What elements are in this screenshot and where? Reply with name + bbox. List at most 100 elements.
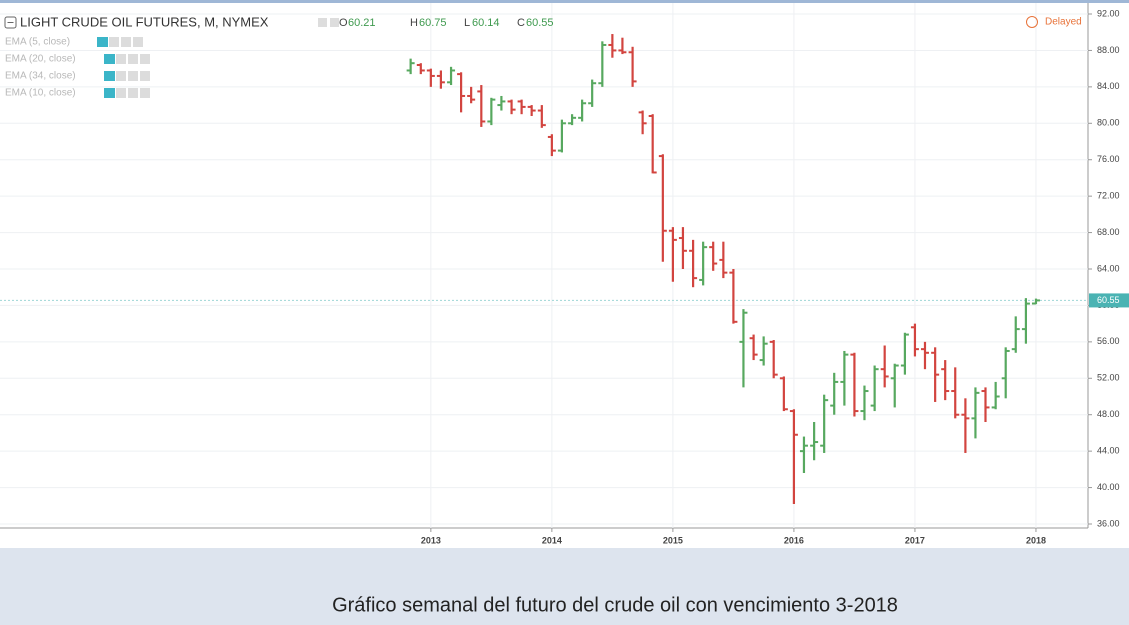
y-tick-label: 44.00	[1097, 446, 1120, 456]
ohlc-bar	[578, 99, 587, 122]
icon[interactable]	[318, 18, 327, 27]
ohlc-bar	[608, 34, 617, 58]
indicator: EMA (5, close)	[5, 37, 70, 48]
y-tick-label: 68.00	[1097, 227, 1120, 237]
ohlc-bar	[1011, 316, 1020, 353]
ohlc-bar	[416, 63, 425, 75]
ohlc-bar	[890, 363, 899, 408]
ohlc-value: 60.21	[348, 17, 376, 29]
eye-icon[interactable]	[104, 54, 115, 64]
ohlc-bar	[547, 134, 556, 157]
ohlc-bar	[910, 323, 919, 357]
ohlc-bar	[517, 99, 526, 115]
ohlc-bar	[850, 352, 859, 417]
y-tick-label: 88.00	[1097, 45, 1120, 55]
ohlc-value: 60.75	[419, 17, 447, 29]
ohlc-bar	[537, 105, 546, 128]
ohlc-bar	[830, 372, 839, 415]
y-tick-label: 80.00	[1097, 118, 1120, 128]
ohlc-bar	[588, 79, 597, 107]
delayed: Delayed	[1045, 17, 1082, 28]
eye-icon[interactable]	[104, 71, 115, 81]
icon[interactable]	[140, 88, 150, 98]
ohlc-bar	[447, 66, 456, 86]
ohlc-bar	[870, 365, 879, 412]
ohlc-bar	[820, 394, 829, 453]
last-price-box	[1089, 293, 1129, 308]
icon[interactable]	[116, 71, 126, 81]
symbol: LIGHT CRUDE OIL FUTURES, M, NYMEX	[20, 14, 269, 29]
ohlc-bar	[961, 398, 970, 453]
ohlc-bar	[568, 114, 577, 126]
ohlc-label: L	[464, 17, 470, 29]
ohlc-value: 60.14	[472, 17, 500, 29]
icon[interactable]	[121, 37, 131, 47]
labels: O 60.21 H 60.75 L 60.14 C 60.55 EMA (5, close) EM…	[5, 8, 1129, 545]
ohlc-bar	[658, 154, 667, 262]
indicator: EMA (10, close)	[5, 88, 76, 99]
ohlc-bar	[931, 347, 940, 402]
icon[interactable]	[116, 88, 126, 98]
ohlc-bar	[1001, 347, 1010, 399]
ohlc-label: H	[410, 17, 418, 29]
x-tick-label: 2017	[905, 535, 925, 545]
caption: Gráfico semanal del futuro del crude oil…	[332, 594, 898, 616]
ohlc-bar	[991, 381, 1000, 410]
grid	[0, 3, 1092, 532]
y-tick-label: 92.00	[1097, 8, 1120, 18]
ohlc-bar	[951, 367, 960, 419]
ohlc-bar	[900, 332, 909, 375]
ohlc-bar	[628, 46, 637, 87]
icon[interactable]	[133, 37, 143, 47]
ohlc-bar	[406, 58, 415, 75]
y-tick-label: 64.00	[1097, 263, 1120, 273]
bars	[406, 34, 1040, 504]
top-border	[0, 0, 1129, 3]
icon[interactable]	[128, 71, 138, 81]
collapse-icon[interactable]	[4, 16, 17, 29]
ohlc-bar	[709, 241, 718, 271]
y-tick-label: 36.00	[1097, 518, 1120, 528]
icon[interactable]	[116, 54, 126, 64]
ohlc-bar	[920, 341, 929, 370]
icon[interactable]	[128, 88, 138, 98]
icon[interactable]	[128, 54, 138, 64]
ohlc-bar	[648, 114, 657, 174]
x-tick-label: 2015	[663, 535, 683, 545]
ohlc-bar	[749, 334, 758, 361]
caption-band	[0, 548, 1129, 625]
ohlc-bar	[477, 85, 486, 127]
x-tick-label: 2018	[1026, 535, 1046, 545]
eye-icon[interactable]	[104, 88, 115, 98]
eye-icon[interactable]	[97, 37, 108, 47]
ohlc-bar	[426, 68, 435, 87]
ohlc-bar	[467, 86, 476, 104]
icon[interactable]	[109, 37, 119, 47]
x-tick-label: 2013	[421, 535, 441, 545]
ohlc-bar	[971, 387, 980, 439]
ohlc-bar	[497, 95, 506, 111]
ohlc-bar	[1021, 298, 1030, 344]
ohlc-bar	[810, 421, 819, 461]
x-tick-label: 2016	[784, 535, 804, 545]
x-tick-label: 2014	[542, 535, 562, 545]
icon[interactable]	[140, 54, 150, 64]
indicator: EMA (20, close)	[5, 54, 76, 65]
ohlc-bar	[689, 239, 698, 288]
icon[interactable]	[330, 18, 339, 27]
y-tick-label: 76.00	[1097, 154, 1120, 164]
y-tick-label: 52.00	[1097, 373, 1120, 383]
ohlc-bar	[840, 350, 849, 406]
y-tick-label: 84.00	[1097, 81, 1120, 91]
ohlc-label: O	[339, 17, 348, 29]
ohlc-bar	[769, 340, 778, 379]
ohlc-bar	[880, 345, 889, 388]
y-tick-label: 56.00	[1097, 336, 1120, 346]
ohlc-label: C	[517, 17, 525, 29]
ohlc-bar	[678, 227, 687, 270]
ohlc-bar	[507, 99, 516, 115]
icon[interactable]	[140, 71, 150, 81]
last-price-label: 60.55	[1097, 295, 1120, 305]
